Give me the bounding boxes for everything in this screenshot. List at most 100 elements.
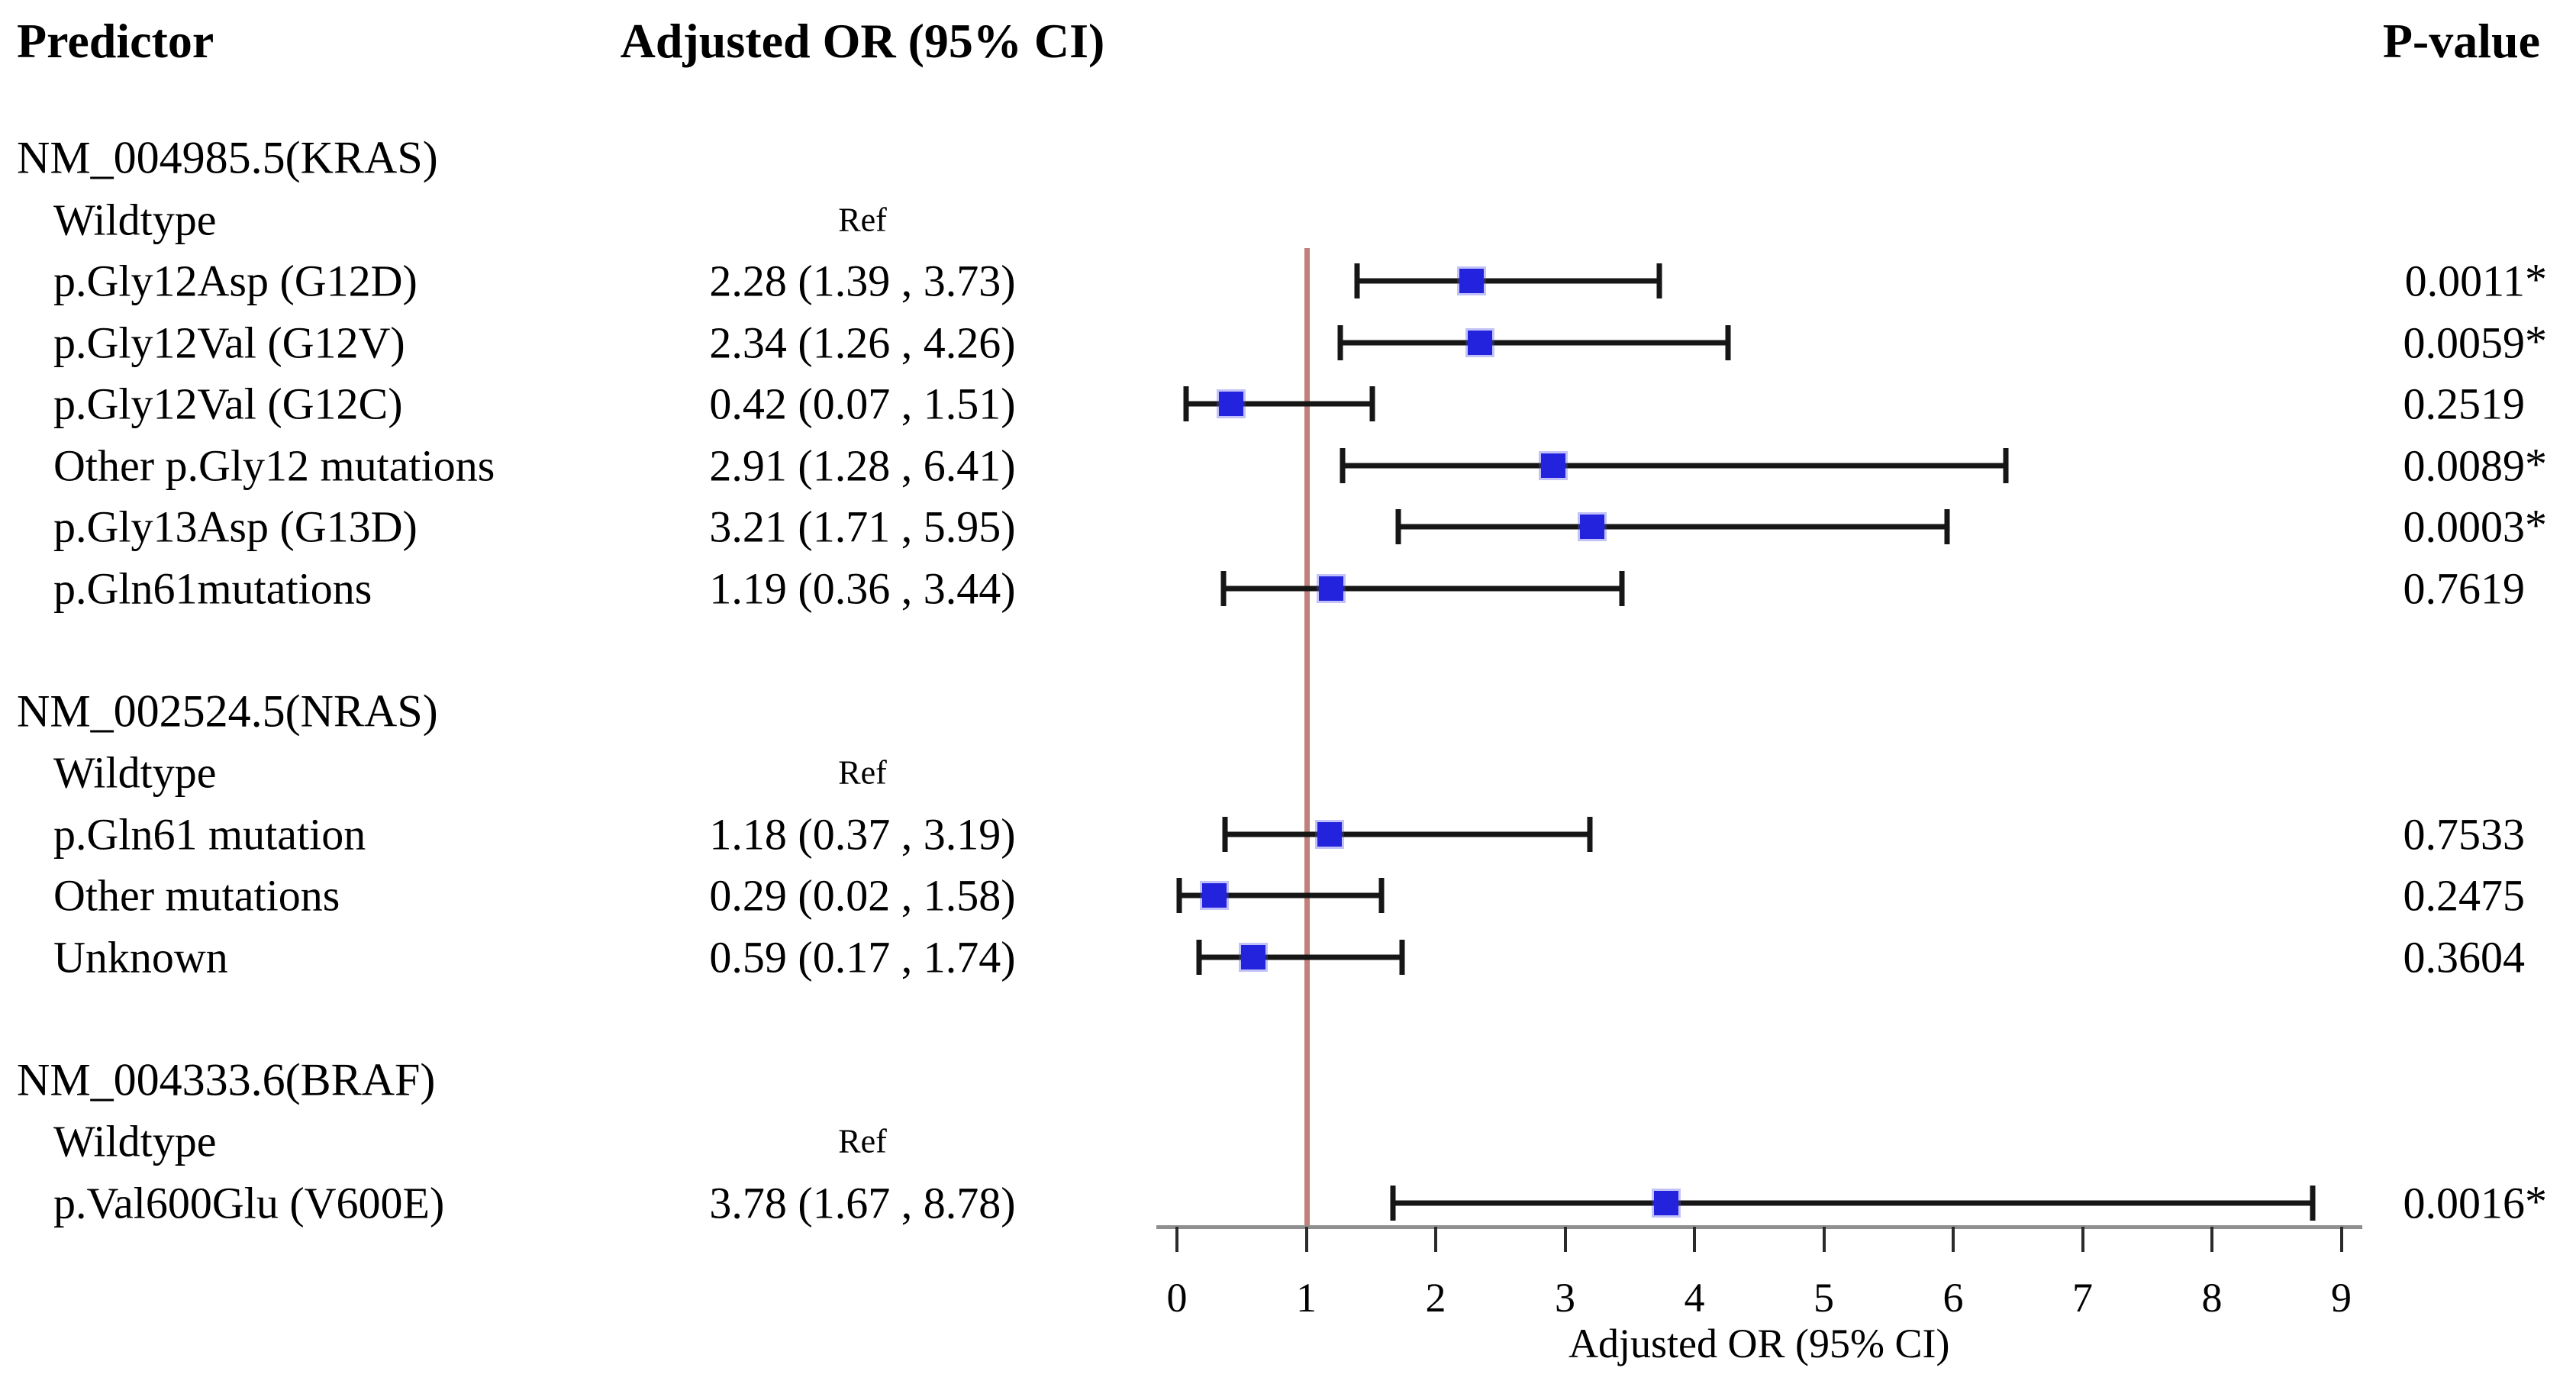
predictor-section-header: NM_004985.5(KRAS) <box>17 132 438 183</box>
p-value: 0.0011 * <box>2023 255 2547 307</box>
x-axis-title: Adjusted OR (95% CI) <box>1568 1321 1950 1366</box>
ci-cap-right <box>1656 263 1662 298</box>
or-ref-value: Ref <box>838 201 887 238</box>
or-ci-value: 0.29 (0.02 , 1.58) <box>709 870 1016 921</box>
x-axis-tick-label: 7 <box>2072 1275 2093 1321</box>
or-point-marker <box>1241 944 1265 969</box>
x-axis-tick <box>1693 1227 1696 1252</box>
predictor-row-label: p.Gly13Asp (G13D) <box>53 502 418 552</box>
or-ci-value: 0.59 (0.17 , 1.74) <box>709 932 1016 982</box>
ci-cap-left <box>1176 878 1182 913</box>
x-axis-tick <box>1563 1227 1567 1252</box>
p-value: 0.0003 * <box>2023 501 2548 553</box>
p-value: 0.0089 * <box>2023 439 2548 491</box>
p-value-number: 0.2519 <box>2403 379 2526 429</box>
ci-cap-right <box>1944 509 1950 544</box>
ci-cap-right <box>1378 878 1385 913</box>
x-axis-tick <box>2210 1227 2213 1252</box>
predictor-row-label: p.Gly12Val (G12C) <box>53 379 403 429</box>
or-point-marker <box>1318 576 1343 601</box>
x-axis-tick <box>2339 1227 2343 1252</box>
p-value-number: 0.0003 <box>2403 502 2526 552</box>
x-axis-tick <box>1175 1227 1178 1252</box>
p-value-number: 0.0011 <box>2404 256 2525 306</box>
or-ci-value: 2.91 (1.28 , 6.41) <box>709 440 1016 490</box>
ci-whisker <box>1342 463 2007 468</box>
predictor-row-label: Wildtype <box>53 195 217 244</box>
x-axis-tick-label: 0 <box>1166 1275 1188 1321</box>
reference-line-or-1 <box>1304 248 1310 1227</box>
ci-whisker <box>1398 524 1947 530</box>
x-axis-tick-label: 6 <box>1942 1275 1964 1321</box>
predictor-row-label: p.Gln61mutations <box>53 563 372 613</box>
x-axis-tick-label: 4 <box>1684 1275 1705 1321</box>
predictor-row-label: p.Val600Glu (V600E) <box>53 1178 445 1228</box>
predictor-row-label: Wildtype <box>53 747 217 798</box>
ci-whisker <box>1185 401 1372 407</box>
ci-whisker <box>1224 586 1623 591</box>
x-axis-tick <box>1304 1227 1308 1252</box>
or-ci-value: 1.19 (0.36 , 3.44) <box>709 563 1016 613</box>
significance-asterisk: * <box>2525 316 2547 366</box>
significance-asterisk: * <box>2525 254 2547 305</box>
p-value: 0.7619 <box>2023 563 2526 614</box>
or-ci-value: 3.21 (1.71 , 5.95) <box>709 502 1016 552</box>
ci-cap-left <box>1220 570 1227 606</box>
significance-asterisk: * <box>2525 500 2547 550</box>
significance-asterisk: * <box>2525 1176 2547 1226</box>
x-axis-line <box>1156 1225 2362 1229</box>
column-header-adjusted-or: Adjusted OR (95% CI) <box>620 14 1105 68</box>
p-value: 0.2519 <box>2023 379 2526 430</box>
predictor-row-label: Unknown <box>53 932 228 982</box>
ci-cap-left <box>1340 447 1346 483</box>
ci-cap-right <box>2310 1185 2316 1221</box>
column-header-p-value: P-value <box>2382 14 2540 68</box>
ci-cap-left <box>1183 386 1189 421</box>
p-value: 0.0016 * <box>2023 1176 2548 1228</box>
x-axis-tick-label: 3 <box>1555 1275 1575 1321</box>
p-value: 0.3604 <box>2023 931 2526 982</box>
ci-cap-left <box>1196 939 1202 975</box>
or-point-marker <box>1467 330 1492 355</box>
x-axis-tick-label: 9 <box>2331 1275 2352 1321</box>
p-value: 0.7533 <box>2023 808 2526 860</box>
or-point-marker <box>1541 453 1566 478</box>
predictor-row-label: p.Gly12Asp (G12D) <box>53 256 418 306</box>
ci-cap-right <box>1369 386 1375 421</box>
or-point-marker <box>1653 1190 1678 1215</box>
p-value-number: 0.0016 <box>2403 1178 2526 1228</box>
or-ci-value: 2.28 (1.39 , 3.73) <box>709 256 1016 306</box>
or-point-marker <box>1219 392 1244 416</box>
p-value-number: 0.0089 <box>2403 440 2526 490</box>
predictor-row-label: Other p.Gly12 mutations <box>53 440 495 490</box>
x-axis-tick <box>2081 1227 2084 1252</box>
or-ref-value: Ref <box>838 753 887 792</box>
or-point-marker <box>1459 269 1485 293</box>
predictor-section-header: NM_002524.5(NRAS) <box>17 686 438 736</box>
ci-cap-left <box>1390 1185 1396 1221</box>
predictor-row-label: Wildtype <box>53 1116 217 1166</box>
or-ci-value: 1.18 (0.37 , 3.19) <box>709 809 1016 859</box>
p-value-number: 0.2475 <box>2403 870 2526 921</box>
predictor-section-header: NM_004333.6(BRAF) <box>17 1054 436 1105</box>
ci-whisker <box>1224 831 1590 837</box>
ci-cap-right <box>1587 816 1593 852</box>
p-value-number: 0.7533 <box>2403 809 2526 859</box>
ci-cap-right <box>1725 324 1731 360</box>
or-point-marker <box>1317 821 1342 847</box>
ci-cap-left <box>1222 816 1228 852</box>
significance-asterisk: * <box>2525 439 2547 489</box>
x-axis-tick <box>1434 1227 1437 1252</box>
ci-cap-left <box>1337 324 1343 360</box>
p-value-number: 0.7619 <box>2403 563 2526 613</box>
p-value: 0.0059 * <box>2023 316 2548 368</box>
or-point-marker <box>1580 515 1605 539</box>
ci-cap-left <box>1354 263 1360 298</box>
x-axis-tick-label: 5 <box>1814 1275 1834 1321</box>
or-point-marker <box>1202 883 1227 908</box>
predictor-row-label: p.Gly12Val (G12V) <box>53 318 405 367</box>
p-value: 0.2475 <box>2023 870 2526 921</box>
column-header-predictor: Predictor <box>17 14 214 68</box>
ci-whisker <box>1179 892 1381 898</box>
